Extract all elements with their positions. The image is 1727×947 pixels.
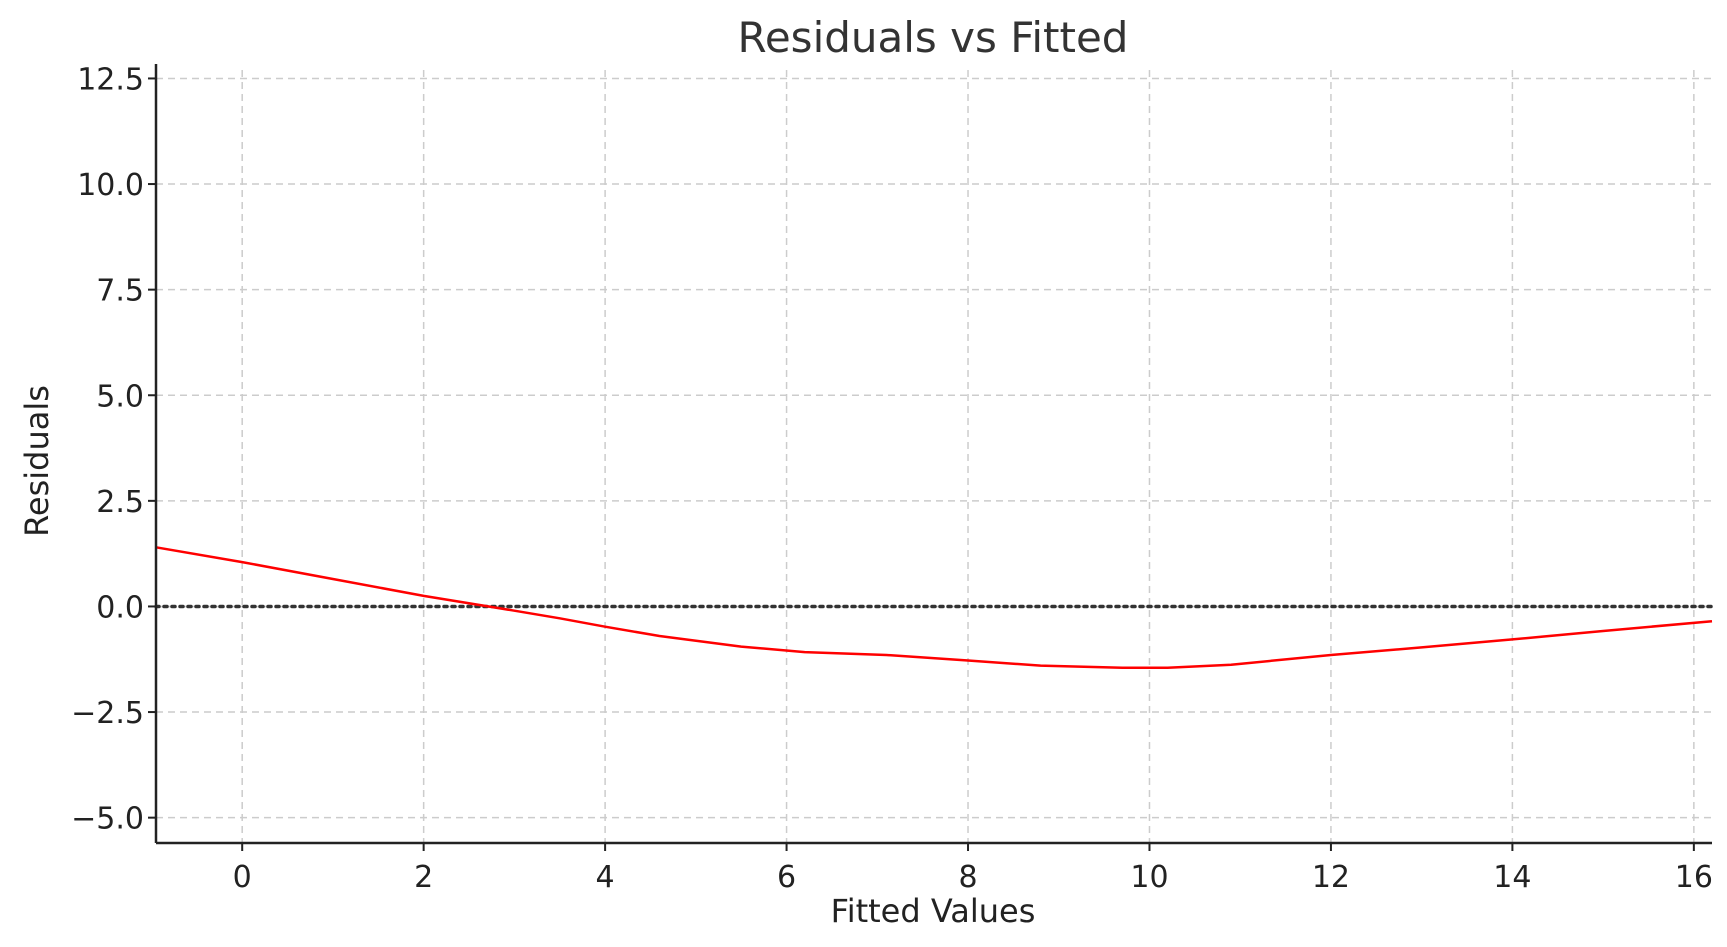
y-tick-label: 0.0 xyxy=(96,590,144,625)
y-tick-label: 5.0 xyxy=(96,379,144,414)
y-tick-label: 10.0 xyxy=(77,168,144,203)
x-tick-label: 10 xyxy=(1130,860,1168,895)
axes xyxy=(154,64,1712,845)
x-tick-label: 14 xyxy=(1493,860,1531,895)
chart-title: Residuals vs Fitted xyxy=(738,13,1129,62)
x-tick-label: 4 xyxy=(596,860,615,895)
x-tick-label: 6 xyxy=(777,860,796,895)
y-tick-label: 7.5 xyxy=(96,274,144,309)
y-axis-label: Residuals xyxy=(18,385,56,537)
x-axis-label: Fitted Values xyxy=(831,892,1036,930)
y-tick-label: −5.0 xyxy=(71,802,144,837)
y-ticks: −5.0 −2.5 0.0 2.5 5.0 7.5 10.0 12.5 xyxy=(71,62,156,837)
x-ticks: 0 2 4 6 8 10 12 14 16 xyxy=(233,843,1713,895)
x-tick-label: 8 xyxy=(958,860,977,895)
y-tick-label: 2.5 xyxy=(96,485,144,520)
x-tick-label: 0 xyxy=(233,860,252,895)
series-line xyxy=(155,546,1713,669)
y-tick-label: 12.5 xyxy=(77,62,144,97)
x-tick-label: 12 xyxy=(1312,860,1350,895)
series-layer xyxy=(155,546,1713,669)
x-tick-label: 2 xyxy=(414,860,433,895)
grid-lines xyxy=(156,70,1712,843)
x-tick-label: 16 xyxy=(1675,860,1713,895)
y-tick-label: −2.5 xyxy=(71,696,144,731)
